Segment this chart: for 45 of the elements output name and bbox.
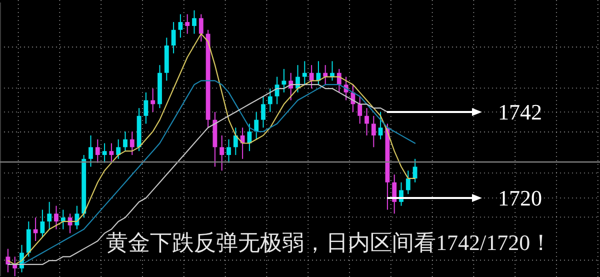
candlestick bbox=[220, 134, 224, 172]
candlestick bbox=[123, 131, 128, 152]
candlestick bbox=[233, 127, 238, 156]
candlestick bbox=[274, 76, 280, 105]
candlestick bbox=[109, 142, 114, 164]
y-tick-label: 1720 bbox=[498, 186, 542, 210]
candlestick bbox=[302, 60, 307, 86]
candlestick bbox=[198, 14, 204, 42]
candlestick bbox=[309, 64, 314, 90]
candlestick bbox=[60, 209, 66, 230]
candlestick bbox=[171, 22, 176, 54]
candlestick bbox=[150, 88, 156, 112]
candlestick bbox=[185, 14, 190, 34]
candlestick bbox=[26, 220, 31, 258]
candlestick bbox=[40, 209, 45, 238]
candlestick bbox=[33, 217, 38, 242]
candlestick bbox=[47, 201, 52, 230]
candlestick bbox=[226, 138, 231, 164]
candlestick bbox=[364, 108, 369, 136]
candlestick bbox=[6, 248, 10, 273]
candlestick bbox=[268, 88, 272, 112]
candlestick bbox=[371, 115, 376, 148]
candlestick bbox=[88, 134, 93, 168]
candlestick bbox=[247, 123, 252, 152]
candlestick bbox=[261, 96, 266, 128]
candlestick bbox=[74, 205, 80, 230]
candlestick bbox=[130, 131, 134, 156]
candlestick bbox=[95, 138, 100, 164]
candlestick bbox=[54, 205, 58, 230]
candlestick bbox=[116, 138, 121, 160]
candlestick bbox=[178, 14, 183, 38]
candlestick bbox=[12, 256, 18, 277]
candlestick bbox=[392, 174, 397, 214]
candlestick bbox=[378, 111, 383, 140]
candlestick bbox=[144, 92, 148, 124]
candlestick bbox=[192, 10, 196, 34]
candlestick bbox=[358, 96, 362, 124]
candlestick bbox=[102, 142, 107, 164]
candlestick bbox=[406, 170, 410, 195]
candlestick bbox=[412, 158, 418, 183]
y-tick-label: 1742 bbox=[498, 99, 542, 124]
candlestick bbox=[254, 111, 259, 140]
candlestick bbox=[68, 213, 72, 234]
annotation: 黄金下跌反弹无极弱，日内区间看1742/1720！ bbox=[106, 230, 552, 255]
candlestick bbox=[282, 68, 286, 93]
